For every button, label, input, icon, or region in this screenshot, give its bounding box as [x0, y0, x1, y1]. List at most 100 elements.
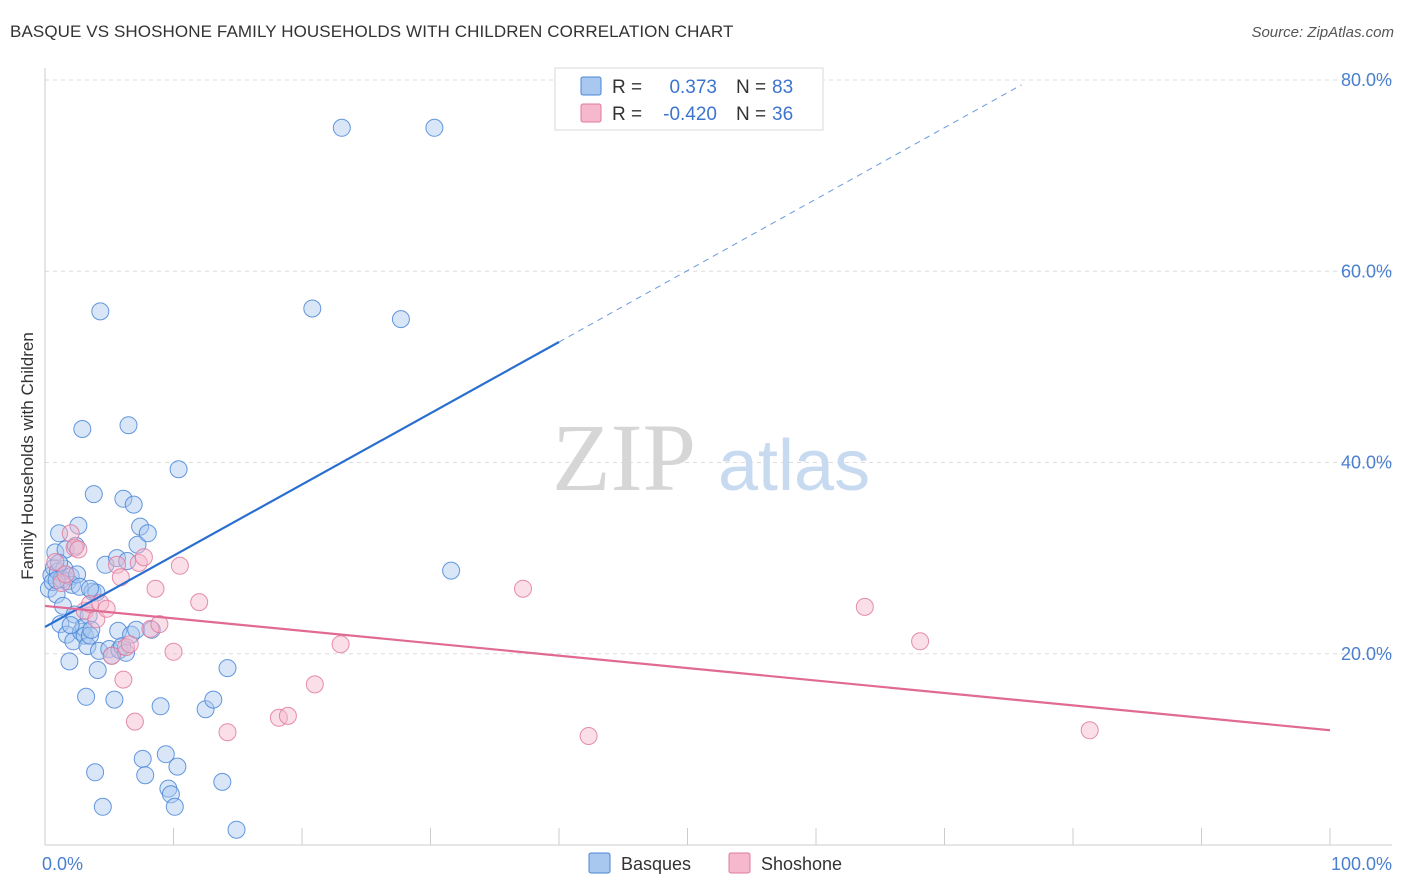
basques-point-22 — [69, 516, 88, 535]
basques-point-45 — [108, 549, 126, 568]
basques-point-66 — [165, 797, 184, 816]
basques-point-39 — [91, 302, 110, 321]
shoshone-point-34 — [911, 632, 930, 651]
legend-shoshone-n-value: 36 — [772, 104, 793, 125]
shoshone-point-21 — [146, 579, 165, 598]
basques-point-63 — [156, 745, 175, 764]
shoshone-point-17 — [125, 712, 144, 731]
basques-point-80 — [61, 616, 80, 635]
shoshone-point-19 — [134, 548, 153, 567]
basques-point-15 — [60, 652, 79, 671]
basques-point-28 — [77, 687, 96, 706]
shoshone-trend-line — [44, 604, 1331, 732]
x-tick-label-0: 0.0% — [42, 854, 83, 874]
series-basques — [39, 118, 461, 839]
shoshone-point-35 — [1080, 721, 1099, 740]
basques-point-78 — [442, 561, 461, 580]
legend-basques-n-value: 83 — [772, 77, 793, 98]
basques-point-49 — [114, 489, 133, 508]
shoshone-point-25 — [190, 593, 209, 612]
bottom-legend-basques-swatch — [588, 852, 611, 874]
basques-trend-extension — [558, 84, 1022, 343]
shoshone-point-14 — [114, 670, 133, 689]
basques-point-13 — [57, 625, 76, 644]
shoshone-point-0 — [46, 553, 65, 571]
y-tick-label-0: 20.0% — [1341, 644, 1392, 664]
shoshone-point-20 — [141, 619, 160, 638]
shoshone-point-22 — [150, 615, 169, 634]
shoshone-point-28 — [278, 706, 297, 725]
basques-point-77 — [425, 118, 444, 137]
shoshone-point-24 — [170, 556, 189, 575]
shoshone-point-11 — [102, 646, 121, 665]
basques-point-4 — [46, 543, 65, 562]
y-tick-label-3: 80.0% — [1341, 70, 1392, 90]
series-shoshone — [46, 524, 1099, 745]
shoshone-point-26 — [218, 723, 237, 742]
legend-shoshone-r-value: -0.420 — [663, 104, 717, 125]
basques-point-40 — [93, 797, 112, 816]
y-tick-label-1: 40.0% — [1341, 453, 1392, 473]
x-tick-labels: 0.0% 100.0% — [42, 854, 1392, 874]
basques-point-75 — [332, 118, 351, 137]
basques-point-32 — [82, 620, 101, 639]
legend-shoshone-n-label: N = — [736, 104, 766, 125]
y-tick-labels: 20.0% 40.0% 60.0% 80.0% — [1341, 70, 1392, 664]
shoshone-point-16 — [120, 635, 139, 654]
shoshone-point-1 — [52, 574, 71, 592]
legend-top: R = 0.373 N = 83 R = -0.420 N = 36 — [554, 67, 824, 131]
watermark-atlas: atlas — [718, 426, 870, 506]
x-tick-label-1: 100.0% — [1331, 854, 1392, 874]
source-credit: Source: ZipAtlas.com — [1251, 24, 1394, 41]
basques-point-62 — [151, 697, 170, 716]
basques-point-54 — [124, 495, 143, 514]
basques-point-57 — [131, 517, 150, 536]
basques-point-76 — [391, 310, 410, 329]
bottom-legend-shoshone-swatch — [728, 852, 751, 874]
shoshone-point-32 — [579, 727, 598, 745]
shoshone-point-2 — [56, 565, 75, 584]
basques-point-35 — [86, 763, 105, 782]
basques-point-74 — [303, 299, 322, 318]
bottom-legend-shoshone-label: Shoshone — [761, 854, 842, 874]
basques-point-34 — [84, 485, 103, 504]
shoshone-point-3 — [61, 524, 80, 543]
shoshone-point-30 — [331, 635, 350, 654]
shoshone-point-18 — [129, 553, 148, 572]
basques-point-52 — [119, 416, 138, 435]
legend-basques-r-value: 0.373 — [669, 77, 717, 98]
basques-point-81 — [81, 579, 99, 598]
basques-point-51 — [118, 552, 137, 570]
legend-basques-swatch — [580, 76, 602, 96]
chart-title: BASQUE VS SHOSHONE FAMILY HOUSEHOLDS WIT… — [10, 22, 734, 41]
basques-point-68 — [169, 460, 188, 479]
trend-lines — [44, 84, 1331, 732]
shoshone-point-5 — [69, 540, 88, 559]
watermark: ZIP atlas — [552, 404, 870, 511]
basques-point-58 — [133, 749, 152, 768]
basques-point-70 — [204, 690, 223, 709]
basques-point-82 — [47, 571, 66, 590]
shoshone-point-23 — [164, 642, 183, 661]
y-tick-label-2: 60.0% — [1341, 261, 1392, 281]
basques-point-25 — [73, 420, 92, 438]
basques-point-37 — [88, 661, 107, 679]
basques-point-59 — [136, 766, 155, 785]
basques-point-44 — [105, 690, 124, 709]
basques-point-60 — [138, 524, 157, 543]
legend-basques-r-label: R = — [612, 77, 642, 98]
legend-shoshone-swatch — [580, 103, 602, 123]
shoshone-point-31 — [514, 579, 532, 598]
grid-lines — [45, 79, 1392, 655]
basques-point-71 — [213, 772, 232, 791]
legend-bottom: Basques Shoshone — [588, 852, 842, 874]
basques-point-31 — [81, 626, 99, 645]
basques-point-73 — [227, 820, 246, 839]
shoshone-point-27 — [269, 708, 288, 727]
legend-shoshone-r-label: R = — [612, 104, 642, 125]
basques-trend-line — [44, 341, 560, 628]
basques-point-69 — [196, 700, 215, 719]
watermark-zip: ZIP — [552, 404, 696, 511]
legend-basques-n-label: N = — [736, 77, 766, 98]
